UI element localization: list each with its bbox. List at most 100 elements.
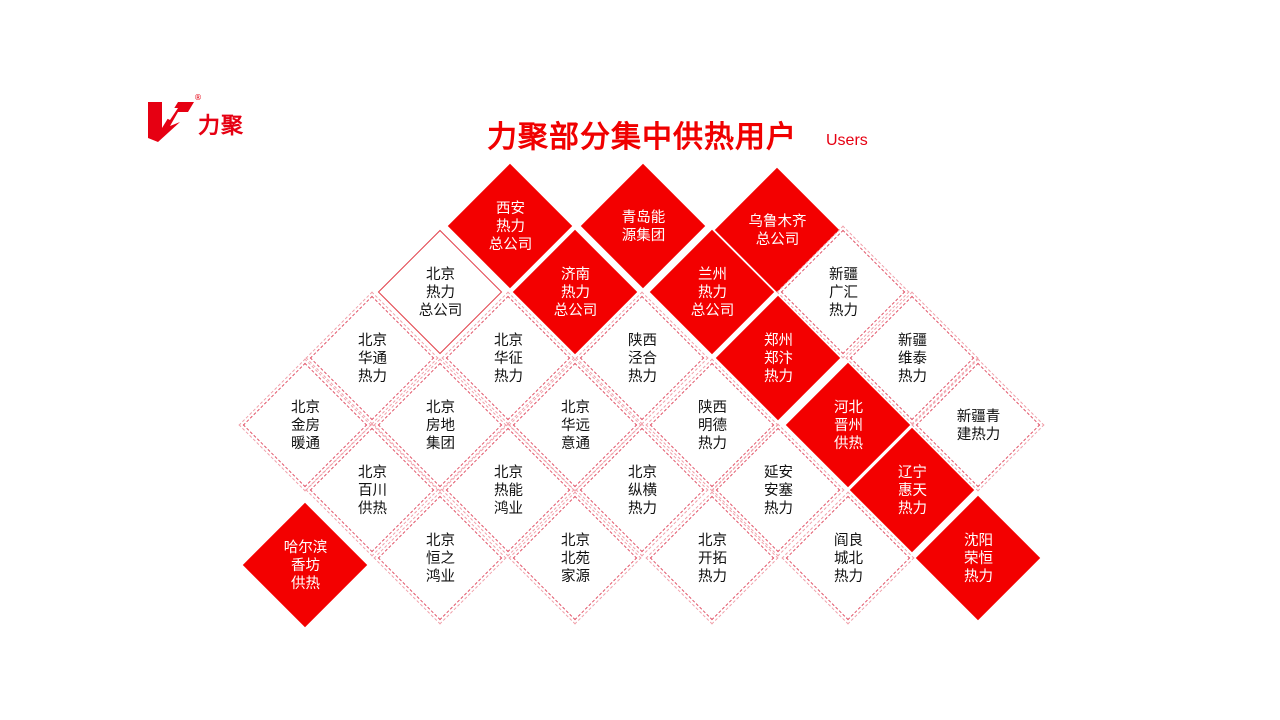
user-name-line: 百川 [358,482,387,499]
liju-logo: ® 力聚 [148,93,245,143]
user-name-line: 热力 [561,284,590,301]
user-diamond: 兰州 热力 总公司 [649,229,775,355]
user-name-line: 热力 [764,368,793,385]
user-name-line: 热力 [898,368,927,385]
user-name-line: 北京 [698,532,727,549]
user-name-line: 荣恒 [964,550,993,567]
user-name-line: 沈阳 [964,532,993,549]
user-name-line: 总公司 [755,231,800,248]
user-diamond: 北京 百川 供热 [305,423,439,557]
user-name: 新疆 广汇 热力 [781,230,906,355]
user-name-line: 热力 [698,284,727,301]
user-name-line: 热能 [494,482,523,499]
user-name-line: 安塞 [764,482,793,499]
user-name-line: 总公司 [418,302,463,319]
lightning-logo-icon [148,102,194,142]
user-name-line: 北京 [358,332,387,349]
user-name: 北京 纵横 热力 [580,428,705,553]
user-name-line: 热力 [426,284,455,301]
user-name: 郑州 郑汴 热力 [716,296,841,421]
user-name-line: 华征 [494,350,523,367]
page-subtitle: Users [826,132,868,149]
user-name-line: 热力 [358,368,387,385]
user-name: 河北 晋州 供热 [786,363,911,488]
user-diamond: 阎良 城北 热力 [781,491,915,625]
user-name: 新疆青 建热力 [916,363,1041,488]
user-name: 北京 华征 热力 [446,296,571,421]
user-diamond: 北京 开拓 热力 [645,491,779,625]
user-diamond: 北京 北苑 家源 [508,491,642,625]
user-name-line: 热力 [964,568,993,585]
user-name-line: 热力 [764,500,793,517]
user-name-line: 河北 [834,399,863,416]
user-name-line: 晋州 [834,417,863,434]
user-name-line: 北京 [426,399,455,416]
user-name-line: 总公司 [690,302,735,319]
user-name: 北京 华通 热力 [310,296,435,421]
user-name: 陕西 泾合 热力 [580,296,705,421]
user-diamond: 陕西 泾合 热力 [575,291,709,425]
user-name-line: 阎良 [834,532,863,549]
user-name: 辽宁 惠天 热力 [850,428,975,553]
user-name-line: 热力 [496,218,525,235]
user-name-line: 城北 [834,550,863,567]
user-name-line: 北京 [494,332,523,349]
user-name: 北京 北苑 家源 [513,496,638,621]
user-diamond: 北京 热能 鸿业 [441,423,575,557]
user-name-line: 源集团 [621,227,666,244]
user-name-line: 北京 [561,399,590,416]
user-name-line: 鸿业 [494,500,523,517]
user-name-line: 暖通 [291,435,320,452]
user-name-line: 热力 [628,368,657,385]
user-diamond: 陕西 明德 热力 [645,358,779,492]
user-diamond: 北京 华远 意通 [508,358,642,492]
user-name-line: 鸿业 [426,568,455,585]
user-name-line: 供热 [291,575,320,592]
user-diamond: 北京 恒之 鸿业 [373,491,507,625]
user-name-line: 陕西 [698,399,727,416]
user-name-line: 总公司 [553,302,598,319]
user-name-line: 兰州 [698,266,727,283]
user-diamond: 乌鲁木齐 总公司 [714,167,840,293]
user-diamond: 北京 华通 热力 [305,291,439,425]
user-name: 青岛能 源集团 [581,164,706,289]
user-name-line: 惠天 [898,482,927,499]
user-diamond: 北京 金房 暖通 [238,358,372,492]
user-name-line: 北京 [426,532,455,549]
user-diamond: 西安 热力 总公司 [447,163,573,289]
user-name-line: 家源 [561,568,590,585]
user-name: 陕西 明德 热力 [650,363,775,488]
logo-text: 力聚 [198,114,245,139]
user-name-line: 意通 [561,435,590,452]
user-name: 济南 热力 总公司 [513,230,638,355]
user-name: 北京 百川 供热 [310,428,435,553]
page-title: 力聚部分集中供热用户 [487,120,797,155]
user-name-line: 总公司 [488,236,533,253]
user-name-line: 郑汴 [764,350,793,367]
user-name-line: 热力 [829,302,858,319]
user-name-line: 陕西 [628,332,657,349]
user-name-line: 热力 [834,568,863,585]
user-diamond: 哈尔滨 香坊 供热 [242,502,368,628]
user-diamond: 新疆 广汇 热力 [776,225,910,359]
user-name-line: 北京 [358,464,387,481]
user-name-line: 新疆 [829,266,858,283]
user-diamond: 沈阳 荣恒 热力 [915,495,1041,621]
user-name: 北京 恒之 鸿业 [378,496,503,621]
user-name-line: 明德 [698,417,727,434]
user-diamond: 郑州 郑汴 热力 [715,295,841,421]
user-name: 乌鲁木齐 总公司 [715,168,840,293]
user-name-line: 房地 [426,417,455,434]
user-name-line: 西安 [496,200,525,217]
user-diamond: 北京 房地 集团 [373,358,507,492]
user-name: 兰州 热力 总公司 [650,230,775,355]
user-diamond: 新疆 维泰 热力 [845,291,979,425]
user-name-line: 郑州 [764,332,793,349]
user-name-line: 供热 [358,500,387,517]
user-name: 北京 房地 集团 [378,363,503,488]
user-name-line: 金房 [291,417,320,434]
user-name-line: 集团 [426,435,455,452]
user-name-line: 北京 [291,399,320,416]
user-diamond: 延安 安塞 热力 [711,423,845,557]
user-name-line: 北京 [426,266,455,283]
